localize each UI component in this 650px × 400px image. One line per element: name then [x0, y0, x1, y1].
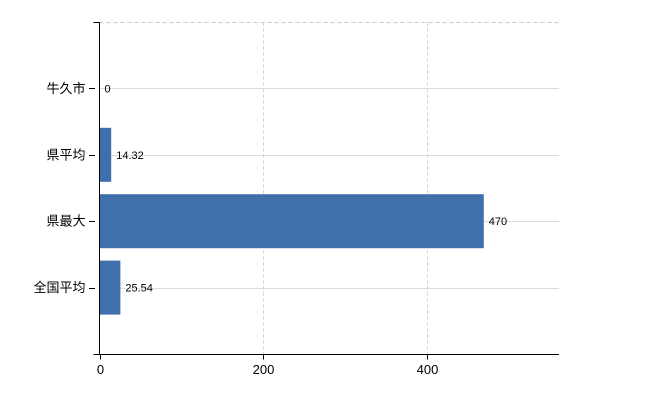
value-label: 25.54	[125, 283, 153, 295]
value-label: 14.32	[116, 150, 144, 162]
category-label: 県平均	[46, 147, 85, 162]
x-tick-label: 400	[417, 362, 439, 377]
bar	[99, 127, 112, 182]
category-label: 全国平均	[33, 280, 85, 295]
value-label: 0	[105, 83, 111, 95]
category-label: 牛久市	[46, 81, 85, 96]
x-tick-label: 0	[97, 362, 104, 377]
value-label: 470	[489, 216, 507, 228]
x-tick-label: 200	[253, 362, 275, 377]
bar	[99, 194, 484, 249]
category-label: 県最大	[46, 214, 85, 229]
bar	[99, 260, 121, 315]
